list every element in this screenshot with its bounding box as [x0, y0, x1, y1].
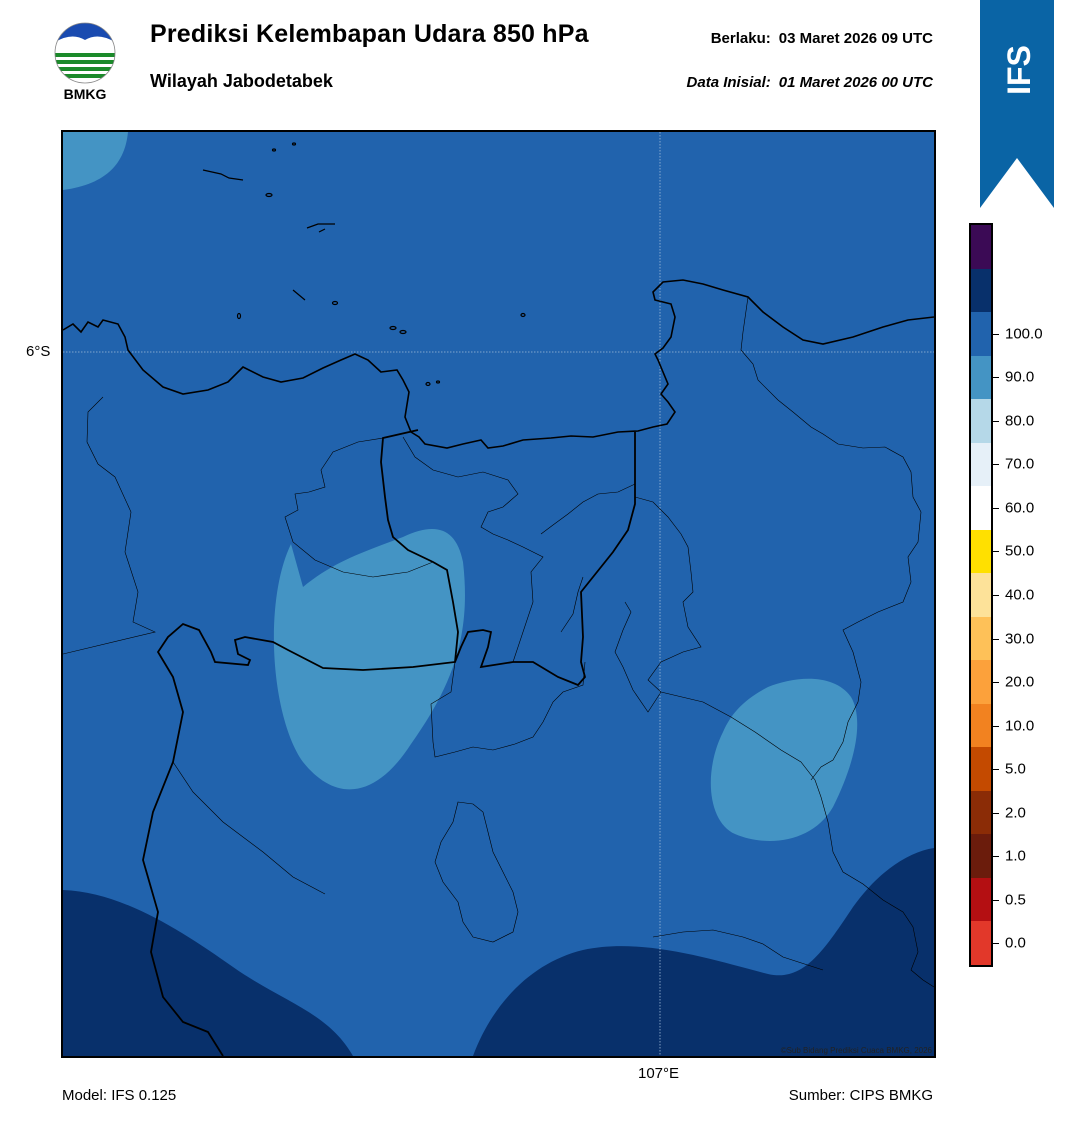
colorbar-segment [971, 747, 991, 791]
colorbar-label: 30.0 [1005, 630, 1035, 648]
valid-label: Berlaku: [710, 30, 771, 47]
init-time: Data Inisial: 01 Maret 2026 00 UTC [687, 74, 933, 91]
colorbar-segment [971, 529, 991, 574]
colorbar-label: 2.0 [1005, 804, 1026, 822]
valid-time: Berlaku: 03 Maret 2026 09 UTC [711, 30, 933, 47]
bmkg-logo-icon: BMKG [54, 22, 116, 102]
page-title: Prediksi Kelembapan Udara 850 hPa [150, 20, 589, 48]
colorbar-segment [971, 703, 991, 748]
colorbar-tick [993, 377, 999, 379]
colorbar-segment [971, 834, 991, 878]
colorbar-label: 20.0 [1005, 673, 1035, 691]
colorbar-segment [971, 312, 991, 356]
colorbar-tick [993, 507, 999, 509]
district-boundaries [63, 296, 934, 988]
colorbar-segment [971, 921, 991, 965]
colorbar-segment [971, 399, 991, 443]
colorbar-tick [993, 725, 999, 727]
colorbar-segment [971, 616, 991, 661]
colorbar-tick [993, 856, 999, 858]
colorbar-label: 90.0 [1005, 368, 1035, 386]
colorbar-tick [993, 899, 999, 901]
source-label: Sumber: CIPS BMKG [788, 1087, 933, 1104]
humidity-base-field [63, 132, 934, 1056]
humidity-light-area-nw [63, 132, 128, 190]
colorbar-label: 0.5 [1005, 891, 1026, 909]
colorbar-segment [971, 790, 991, 835]
colorbar-tick [993, 812, 999, 814]
humidity-light-area-east [710, 678, 858, 842]
colorbar-label: 0.0 [1005, 934, 1026, 952]
model-label: Model: IFS 0.125 [62, 1087, 177, 1104]
ribbon-text: IFS [1001, 45, 1037, 95]
colorbar-segment [971, 660, 991, 704]
region-subtitle: Wilayah Jabodetabek [150, 71, 333, 91]
humidity-light-area-center [273, 529, 465, 790]
colorbar-tick [993, 464, 999, 466]
colorbar-tick [993, 943, 999, 945]
humidity-map: ©Sub Bidang Prediksi Cuaca BMKG, 2026 [61, 130, 936, 1058]
valid-value: 03 Maret 2026 09 UTC [778, 30, 933, 47]
colorbar-tick [993, 333, 999, 335]
lat-label-6s: 6°S [26, 343, 51, 360]
colorbar-segment [971, 486, 991, 530]
colorbar-tick [993, 769, 999, 771]
colorbar-segment [971, 877, 991, 922]
logo-text: BMKG [64, 86, 107, 102]
colorbar-label: 40.0 [1005, 586, 1035, 604]
colorbar-label: 60.0 [1005, 499, 1035, 517]
colorbar-segment [971, 573, 991, 617]
map-copyright: ©Sub Bidang Prediksi Cuaca BMKG, 2026 [781, 1046, 933, 1055]
colorbar-tick [993, 682, 999, 684]
colorbar-segment [971, 268, 991, 313]
humidity-dark-area-se [473, 848, 934, 1056]
province-boundary-east [454, 432, 636, 687]
colorbar-tick [993, 595, 999, 596]
colorbar-label: 100.0 [1005, 325, 1043, 343]
colorbar: 0.0 0.5 1.0 2.0 5.0 10.0 20.0 30.0 40.0 50.0 60.0 7… [969, 223, 1043, 967]
coastline [63, 279, 934, 449]
colorbar-label: 50.0 [1005, 542, 1035, 560]
colorbar-segment [971, 355, 991, 400]
islands [202, 142, 526, 387]
map-canvas: ©Sub Bidang Prediksi Cuaca BMKG, 2026 [63, 132, 934, 1056]
colorbar-tick [993, 638, 999, 640]
ifs-ribbon: IFS [980, 0, 1054, 208]
init-label: Data Inisial: [686, 74, 771, 91]
colorbar-tick [993, 420, 999, 422]
colorbar-label: 80.0 [1005, 412, 1035, 430]
province-boundary-west [142, 429, 459, 1056]
colorbar-segment [971, 442, 991, 487]
init-value: 01 Maret 2026 00 UTC [778, 74, 933, 91]
colorbar-tick [993, 551, 999, 553]
lon-label-107e: 107°E [638, 1065, 680, 1082]
colorbar-label: 5.0 [1005, 760, 1026, 778]
humidity-dark-area-sw [63, 890, 353, 1056]
colorbar-label: 70.0 [1005, 455, 1035, 473]
colorbar-label: 10.0 [1005, 717, 1035, 735]
colorbar-segment [971, 225, 991, 269]
colorbar-label: 1.0 [1005, 847, 1026, 865]
